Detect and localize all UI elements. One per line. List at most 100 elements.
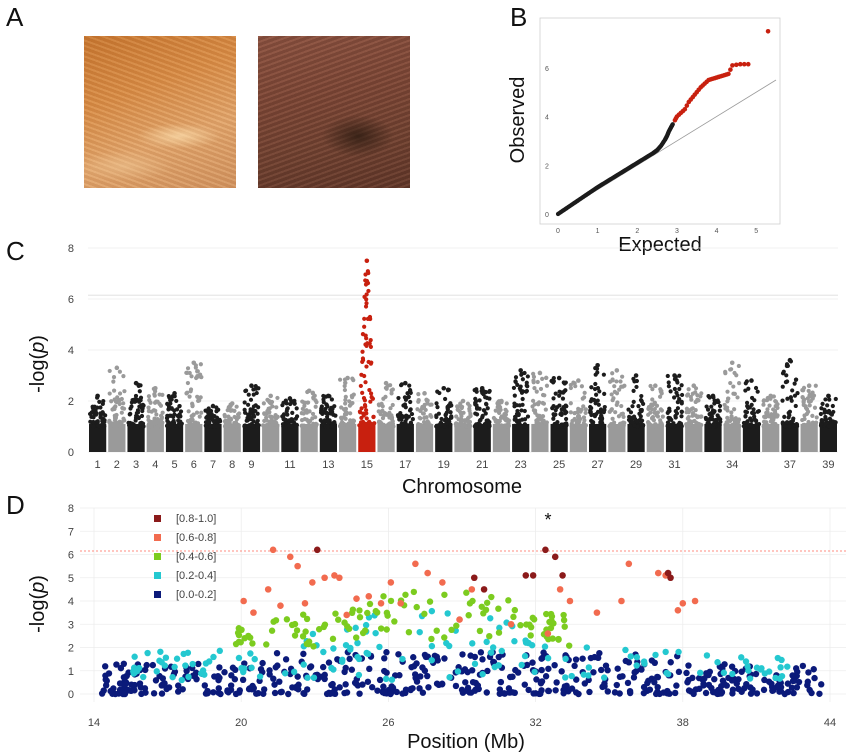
manhattan-point [553, 391, 558, 396]
manhattan-peak-point [403, 380, 408, 386]
regional-point-ld-0.0-0.2 [150, 690, 158, 697]
regional-point-ld-0.2-0.4 [256, 673, 264, 680]
regional-point-ld-0.0-0.2 [613, 681, 620, 689]
manhattan-point [722, 402, 727, 408]
manhattan-point [755, 389, 760, 394]
manhattan-point [420, 411, 426, 416]
panel-label-d: D [6, 490, 25, 520]
manhattan-point [660, 414, 665, 419]
manhattan-point [609, 392, 614, 397]
manhattan-point [503, 424, 508, 429]
manhattan-point [187, 370, 192, 376]
regional-point-ld-0.0-0.2 [711, 675, 718, 683]
manhattan-point [551, 416, 556, 421]
manhattan-chromosome-band [127, 423, 145, 452]
regional-point-ld-0.6-0.8 [456, 616, 463, 623]
manhattan-point [621, 420, 626, 426]
regional-point-ld-0.6-0.8 [593, 609, 601, 616]
regional-point-ld-0.6-0.8 [264, 586, 272, 593]
regional-point-ld-0.0-0.2 [537, 680, 545, 687]
manhattan-peak-point [633, 373, 639, 378]
manhattan-point [363, 282, 369, 287]
manhattan-point [122, 389, 127, 394]
manhattan-point [589, 385, 594, 390]
regional-point-ld-0.2-0.4 [744, 663, 751, 670]
manhattan-point [261, 401, 266, 406]
regional-point-ld-0.2-0.4 [446, 674, 453, 681]
regional-point-ld-0.0-0.2 [416, 685, 423, 692]
manhattan-point [389, 391, 394, 396]
manhattan-point [138, 422, 143, 427]
regional-point-ld-0.4-0.6 [555, 636, 562, 643]
regional-point-ld-0.4-0.6 [372, 607, 380, 615]
manhattan-point [519, 408, 524, 413]
manhattan-point [360, 359, 365, 364]
regional-point-ld-0.2-0.4 [531, 668, 538, 676]
regional-point-ld-0.8-1.0 [313, 546, 321, 554]
manhattan-point [543, 407, 548, 412]
manhattan-point [806, 409, 811, 414]
manhattan-point [421, 420, 427, 425]
regional-point-ld-0.0-0.2 [760, 686, 768, 694]
manhattan-point [166, 404, 172, 409]
manhattan-point [185, 380, 191, 386]
manhattan-point [186, 409, 191, 414]
manhattan-point [121, 401, 126, 406]
manhattan-point [823, 397, 828, 402]
manhattan-point [671, 421, 676, 426]
regional-point-ld-0.4-0.6 [310, 643, 317, 650]
regional-point-ld-0.0-0.2 [232, 690, 240, 698]
manhattan-point [656, 423, 661, 428]
manhattan-x-tick-label: 31 [668, 459, 680, 471]
manhattan-point [654, 403, 660, 408]
manhattan-point [348, 411, 353, 416]
manhattan-point [313, 404, 318, 409]
manhattan-point [388, 406, 393, 411]
regional-point-ld-0.0-0.2 [319, 663, 327, 671]
manhattan-point [684, 424, 689, 429]
regional-point-ld-0.0-0.2 [616, 673, 624, 681]
regional-point-ld-0.2-0.4 [742, 658, 750, 665]
manhattan-point [732, 417, 737, 423]
regional-point-ld-0.0-0.2 [675, 668, 683, 676]
manhattan-point [465, 401, 471, 406]
regional-point-ld-0.0-0.2 [163, 685, 170, 693]
regional-point-ld-0.0-0.2 [356, 690, 363, 697]
manhattan-point [242, 424, 247, 429]
regional-point-ld-0.0-0.2 [410, 654, 417, 661]
regional-point-ld-0.0-0.2 [216, 664, 223, 671]
manhattan-peak-point [95, 393, 100, 399]
regional-point-ld-0.0-0.2 [468, 667, 476, 674]
regional-point-ld-0.2-0.4 [522, 639, 530, 646]
regional-point-ld-0.0-0.2 [179, 686, 186, 693]
manhattan-point [782, 414, 787, 419]
manhattan-point [280, 422, 286, 427]
regional-y-tick-label: 6 [68, 550, 74, 562]
regional-point-ld-0.4-0.6 [299, 633, 307, 640]
manhattan-point [234, 424, 239, 429]
regional-point-ld-0.0-0.2 [509, 673, 516, 680]
regional-point-ld-0.4-0.6 [469, 597, 476, 605]
regional-point-ld-0.6-0.8 [250, 609, 257, 616]
manhattan-point [650, 402, 656, 408]
manhattan-chromosome-band [512, 423, 530, 452]
manhattan-point [703, 415, 708, 421]
regional-point-ld-0.0-0.2 [348, 666, 356, 673]
manhattan-point [171, 414, 176, 419]
regional-y-axis-label: -log(p) [27, 575, 49, 633]
manhattan-point [304, 408, 309, 413]
regional-point-ld-0.2-0.4 [511, 638, 518, 645]
regional-point-ld-0.0-0.2 [381, 655, 388, 662]
regional-point-ld-0.0-0.2 [138, 690, 145, 698]
regional-point-ld-0.0-0.2 [266, 671, 273, 678]
manhattan-point [635, 424, 640, 429]
manhattan-point [408, 399, 413, 405]
regional-point-ld-0.0-0.2 [459, 651, 466, 658]
manhattan-point [590, 422, 595, 427]
legend-swatch [154, 515, 161, 522]
manhattan-point [564, 410, 569, 415]
regional-point-ld-0.6-0.8 [277, 602, 284, 609]
manhattan-point [169, 397, 174, 402]
regional-point-ld-0.0-0.2 [533, 676, 540, 683]
manhattan-point [365, 269, 370, 274]
